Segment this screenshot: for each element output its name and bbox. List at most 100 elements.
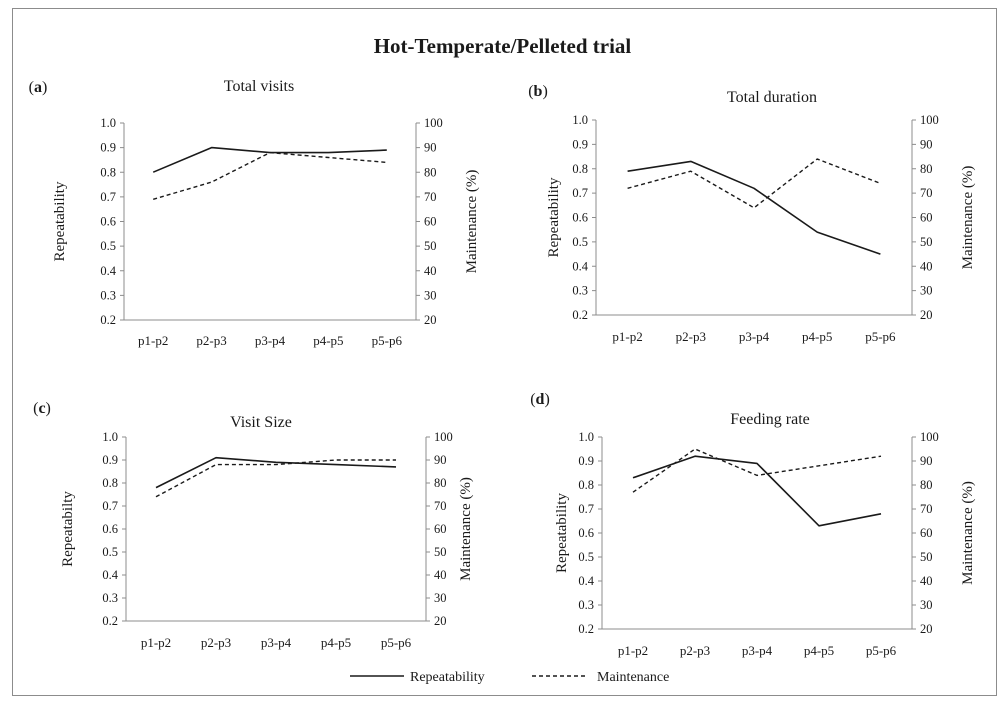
legend-repeatability-label: Repeatability [410, 670, 485, 685]
panel-label: (c) [33, 400, 51, 417]
y-tick-label: 0.8 [572, 162, 588, 176]
y-tick-label: 0.4 [100, 264, 116, 278]
y2-tick-label: 60 [920, 526, 933, 540]
y2-tick-label: 100 [434, 430, 453, 444]
repeatability-series-line [627, 160, 881, 255]
y-tick-label: 0.2 [102, 614, 118, 628]
y-tick-label: 0.6 [578, 526, 594, 540]
y-tick-label: 0.7 [578, 502, 594, 516]
x-category-label: p4-p5 [321, 635, 351, 650]
panel-label-open: ( [29, 79, 34, 96]
y2-tick-label: 20 [920, 308, 933, 322]
x-category-label: p3-p4 [261, 635, 292, 650]
y-tick-label: 0.3 [102, 591, 118, 605]
y2-axis-title: Maintenance (%) [960, 166, 976, 270]
y-tick-label: 0.5 [578, 550, 594, 564]
y-axis-title: Repeatability [546, 177, 562, 257]
y2-tick-label: 80 [920, 162, 933, 176]
panel-label-open: ( [528, 83, 533, 100]
y2-tick-label: 60 [424, 215, 437, 229]
y-tick-label: 0.9 [100, 141, 116, 155]
chart-panel-d: (d) Feeding rate 1.0 0.9 0.8 0.7 0.6 0.5 0.4 0.3 0… [530, 391, 976, 658]
y2-tick-label: 90 [434, 453, 447, 467]
y2-tick-label: 50 [424, 239, 437, 253]
y2-tick-label: 90 [920, 454, 933, 468]
x-category-label: p3-p4 [255, 333, 286, 348]
x-category-label: p1-p2 [138, 333, 168, 348]
panel-label-open: ( [33, 400, 38, 417]
y-tick-label: 0.7 [102, 499, 118, 513]
panel-label-close: ) [544, 391, 549, 408]
panel-label-close: ) [542, 83, 547, 100]
y2-tick-label: 20 [434, 614, 447, 628]
figure-frame [12, 8, 997, 696]
y-tick-label: 0.2 [572, 308, 588, 322]
y2-tick-label: 90 [424, 141, 437, 155]
y2-tick-label: 70 [424, 190, 437, 204]
y-tick-label: 0.9 [578, 454, 594, 468]
chart-panel-c: (c) Visit Size 1.0 0.9 0.8 0.7 0.6 0.5 0.4 0.3 0.2… [33, 400, 474, 650]
panel-title: Total visits [224, 78, 294, 95]
legend-maintenance-label: Maintenance [597, 670, 669, 685]
panel-title: Visit Size [230, 414, 292, 431]
y-axis-title: Repeatabilty [60, 491, 76, 567]
y2-tick-label: 70 [434, 499, 447, 513]
y-tick-label: 0.8 [578, 478, 594, 492]
y2-tick-label: 40 [920, 574, 933, 588]
y2-tick-label: 40 [920, 259, 933, 273]
maintenance-series-line [153, 151, 387, 200]
panel-label: (d) [530, 391, 550, 408]
maintenance-series-line [627, 158, 881, 209]
chart-panel-b: (b) Total duration 1.0 0.9 0.8 0.7 0.6 0.5 0.4 0.… [528, 83, 976, 344]
maintenance-series-line [155, 459, 396, 498]
y2-tick-label: 20 [920, 622, 933, 636]
y2-tick-label: 70 [920, 186, 933, 200]
y-tick-label: 0.6 [572, 211, 588, 225]
x-category-label: p4-p5 [804, 643, 834, 658]
y2-tick-label: 30 [920, 598, 933, 612]
x-category-label: p2-p3 [201, 635, 231, 650]
panel-title: Total duration [727, 89, 817, 106]
y-tick-label: 0.5 [100, 239, 116, 253]
y-tick-label: 0.5 [102, 545, 118, 559]
y-tick-label: 0.4 [578, 574, 594, 588]
x-category-label: p5-p6 [865, 329, 896, 344]
y2-tick-label: 40 [434, 568, 447, 582]
y2-axis-title: Maintenance (%) [960, 481, 976, 585]
y-tick-label: 0.3 [578, 598, 594, 612]
y2-tick-label: 90 [920, 137, 933, 151]
y2-tick-label: 40 [424, 264, 437, 278]
y-tick-label: 0.4 [572, 259, 588, 273]
x-category-label: p4-p5 [802, 329, 832, 344]
y-tick-label: 0.6 [102, 522, 118, 536]
y2-axis-title: Maintenance (%) [458, 477, 474, 581]
y-tick-label: 0.3 [572, 284, 588, 298]
y-tick-label: 0.9 [102, 453, 118, 467]
x-category-label: p1-p2 [612, 329, 642, 344]
y2-tick-label: 60 [920, 211, 933, 225]
y-tick-label: 0.2 [100, 313, 116, 327]
legend: Repeatability Maintenance [350, 670, 669, 685]
x-category-label: p5-p6 [372, 333, 403, 348]
panel-label-letter: b [534, 83, 543, 100]
x-category-label: p5-p6 [866, 643, 897, 658]
y-tick-label: 0.4 [102, 568, 118, 582]
panel-label: (a) [29, 79, 48, 96]
y2-tick-label: 20 [424, 313, 437, 327]
repeatability-series-line [152, 146, 387, 173]
y2-tick-label: 30 [424, 288, 437, 302]
y2-tick-label: 100 [920, 113, 939, 127]
y-tick-label: 0.2 [578, 622, 594, 636]
y-tick-label: 0.7 [100, 190, 116, 204]
y2-tick-label: 80 [424, 165, 437, 179]
y2-tick-label: 30 [920, 284, 933, 298]
y2-tick-label: 50 [920, 235, 933, 249]
y2-tick-label: 80 [434, 476, 447, 490]
panel-label-letter: d [536, 391, 545, 408]
panel-label-letter: a [34, 79, 42, 96]
y-tick-label: 0.3 [100, 288, 116, 302]
y-axis-title: Repeatability [554, 493, 570, 573]
y-tick-label: 1.0 [578, 430, 594, 444]
x-category-label: p3-p4 [742, 643, 773, 658]
y-tick-label: 0.8 [100, 165, 116, 179]
